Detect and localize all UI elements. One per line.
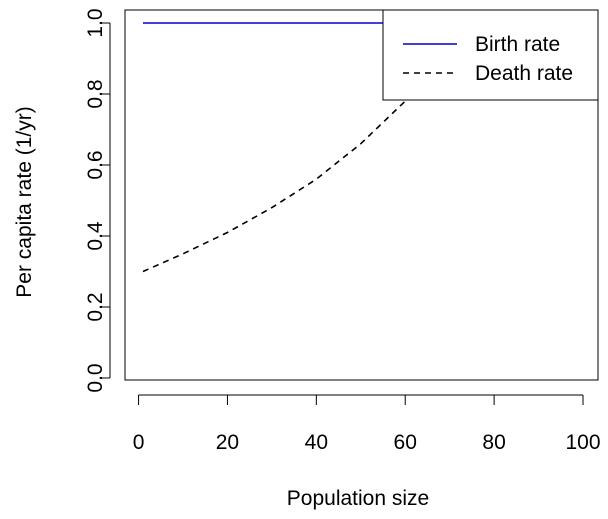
x-tick-label: 40 <box>305 431 328 454</box>
series-line-death-rate <box>142 11 469 273</box>
x-tick-label: 60 <box>394 431 417 454</box>
x-tick-label: 0 <box>133 431 145 454</box>
y-tick-label: 0.4 <box>84 221 107 251</box>
y-tick-label: 0.2 <box>84 292 107 321</box>
x-axis: 0 20 40 60 80 100 <box>133 394 601 454</box>
y-tick-label: 0.0 <box>84 363 107 392</box>
legend: Birth rate Death rate <box>382 9 599 101</box>
x-axis-title: Population size <box>287 487 429 510</box>
y-axis-title: Per capita rate (1/yr) <box>13 106 36 297</box>
y-tick-label: 0.8 <box>84 79 107 108</box>
plot-frame <box>124 9 599 381</box>
legend-box <box>382 9 599 101</box>
y-axis: 0.0 0.2 0.4 0.6 0.8 1.0 <box>84 8 111 393</box>
y-tick-label: 1.0 <box>84 8 107 37</box>
legend-label-birth-rate: Birth rate <box>475 33 560 56</box>
x-tick-label: 80 <box>482 431 505 454</box>
x-tick-label: 100 <box>565 431 600 454</box>
y-tick-label: 0.6 <box>84 150 107 179</box>
x-tick-label: 20 <box>216 431 239 454</box>
legend-label-death-rate: Death rate <box>475 62 573 85</box>
